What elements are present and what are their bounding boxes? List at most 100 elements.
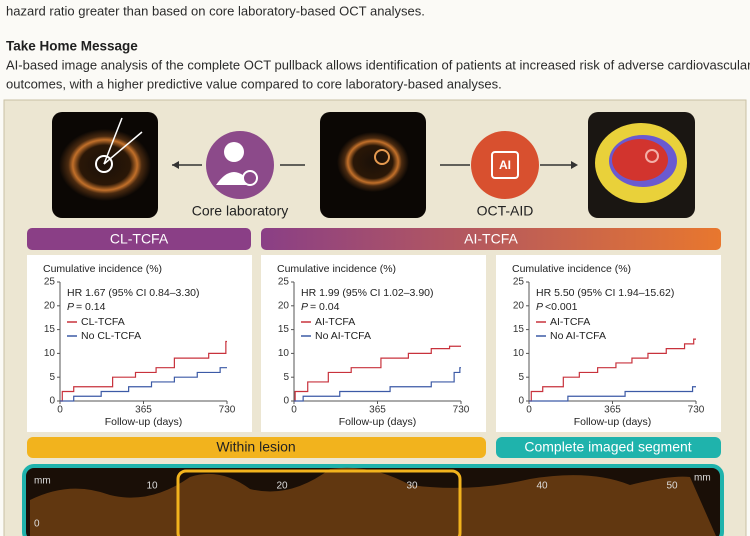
x-tick-label: 365 — [604, 405, 621, 416]
scale-tick-label: 40 — [536, 481, 548, 492]
x-tick-label: 730 — [453, 405, 470, 416]
y-tick-label: 5 — [518, 372, 524, 383]
chart-panel — [261, 255, 486, 432]
lesion-box — [176, 469, 462, 536]
legend-label: No CL-TCFA — [81, 330, 141, 342]
y-tick-label: 20 — [278, 300, 290, 311]
x-tick-label: 365 — [135, 405, 152, 416]
x-tick-label: 730 — [688, 405, 705, 416]
scale-tick-label: 10 — [146, 481, 158, 492]
y-tick-label: 10 — [44, 348, 56, 359]
y-tick-label: 10 — [278, 348, 290, 359]
y-tick-label: 20 — [513, 300, 525, 311]
y-tick-label: 15 — [513, 324, 525, 335]
hazard-ratio: HR 1.67 (95% CI 0.84–3.30) — [67, 287, 200, 299]
intro-text: hazard ratio greater than based on core … — [6, 3, 425, 18]
y-tick-label: 10 — [513, 348, 525, 359]
core-lab-icon — [206, 131, 274, 199]
header-label: CL-TCFA — [110, 231, 169, 247]
header-band — [27, 228, 251, 250]
pullback-tissue — [30, 467, 716, 536]
icon-label: Core laboratory — [192, 203, 289, 219]
chart-panel — [27, 255, 252, 432]
p-symbol: P — [536, 301, 543, 313]
icon-person — [224, 142, 244, 162]
oct-line — [103, 131, 143, 165]
x-tick-label: 730 — [219, 405, 236, 416]
p-value: <0.001 — [545, 301, 578, 313]
x-axis-title: Follow-up (days) — [339, 416, 417, 428]
x-tick-label: 365 — [369, 405, 386, 416]
scale-tick-label: 50 — [666, 481, 678, 492]
y-tick-label: 25 — [278, 277, 290, 288]
oct-marker — [645, 149, 659, 163]
arrow-head — [571, 161, 578, 169]
scale-zero: 0 — [34, 519, 40, 530]
survival-curve — [60, 367, 227, 402]
oct-line — [103, 117, 123, 165]
p-value: = 0.14 — [76, 301, 106, 313]
oct-marker — [374, 149, 390, 165]
y-tick-label: 5 — [49, 372, 55, 383]
scale-tick-label: 20 — [276, 481, 288, 492]
scale-unit: mm — [694, 473, 711, 484]
hazard-ratio: HR 5.50 (95% CI 1.94–15.62) — [536, 287, 674, 299]
pullback-scale: mm mm 0 10 20 30 40 50 — [34, 473, 711, 530]
y-tick-label: 25 — [44, 277, 56, 288]
x-axis-title: Follow-up (days) — [105, 416, 183, 428]
arrow-head — [172, 161, 179, 169]
chart-panel — [496, 255, 721, 432]
icon-chip — [491, 151, 519, 179]
survival-curve — [294, 367, 461, 402]
ai-icon — [471, 131, 539, 199]
footer-band — [27, 437, 486, 458]
footer-label: Within lesion — [216, 439, 295, 455]
p-value: = 0.04 — [310, 301, 340, 313]
y-axis-title: Cumulative incidence (%) — [277, 263, 396, 275]
scale-tick-label: 30 — [406, 481, 418, 492]
footer-band — [496, 437, 721, 458]
y-tick-label: 25 — [513, 277, 525, 288]
survival-curve — [529, 386, 696, 402]
y-tick-label: 0 — [283, 396, 289, 407]
y-tick-label: 15 — [44, 324, 56, 335]
x-tick-label: 0 — [291, 405, 297, 416]
y-tick-label: 5 — [283, 372, 289, 383]
x-tick-label: 0 — [57, 405, 63, 416]
y-tick-label: 0 — [518, 396, 524, 407]
p-symbol: P — [301, 301, 308, 313]
paragraph-line: AI-based image analysis of the complete … — [6, 57, 750, 72]
footer-label: Complete imaged segment — [524, 439, 691, 455]
y-axis-title: Cumulative incidence (%) — [512, 263, 631, 275]
scale-unit: mm — [34, 476, 51, 487]
header-band — [261, 228, 721, 250]
section-title: Take Home Message — [6, 39, 138, 54]
header-label: AI-TCFA — [464, 231, 518, 247]
y-tick-label: 0 — [49, 396, 55, 407]
legend-label: CL-TCFA — [81, 316, 125, 328]
survival-curve — [529, 338, 696, 402]
x-tick-label: 0 — [526, 405, 532, 416]
icon-magnifier — [242, 170, 258, 186]
oct-lumen — [59, 129, 151, 201]
oct-segment — [612, 139, 668, 181]
oct-lumen — [337, 132, 409, 192]
survival-curve — [60, 340, 227, 402]
legend-label: No AI-TCFA — [315, 330, 371, 342]
charts: Cumulative incidence (%) Follow-up (days)… — [27, 255, 721, 432]
p-symbol: P — [67, 301, 74, 313]
y-tick-label: 20 — [44, 300, 56, 311]
legend-label: AI-TCFA — [315, 316, 355, 328]
icon-label: OCT-AID — [477, 203, 534, 219]
oct-marker — [95, 155, 113, 173]
icon-text: AI — [499, 158, 511, 172]
legend-label: No AI-TCFA — [550, 330, 606, 342]
legend-label: AI-TCFA — [550, 316, 590, 328]
survival-curve — [294, 345, 461, 402]
paragraph-line: outcomes, with a higher predictive value… — [6, 76, 502, 91]
y-tick-label: 15 — [278, 324, 290, 335]
y-axis-title: Cumulative incidence (%) — [43, 263, 162, 275]
x-axis-title: Follow-up (days) — [574, 416, 652, 428]
